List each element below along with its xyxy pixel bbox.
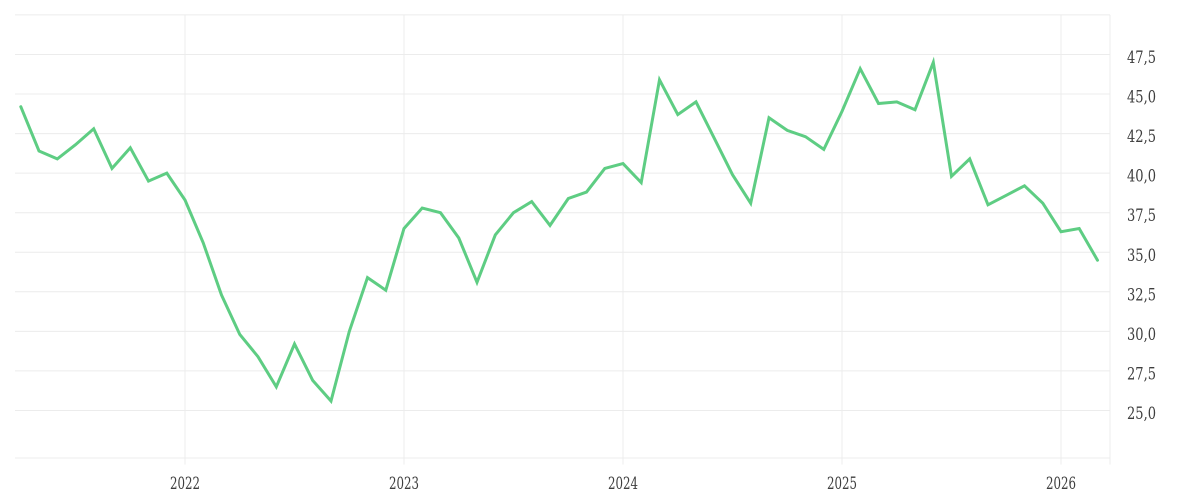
price-line-series [19, 56, 1099, 405]
y-axis-tick-label: 37,5 [1127, 206, 1156, 226]
x-axis-tick-label: 2023 [389, 474, 419, 494]
x-axis-tick-label: 2025 [827, 474, 857, 494]
y-axis-tick-label: 25,0 [1127, 404, 1156, 424]
y-axis-tick-label: 32,5 [1127, 285, 1156, 305]
y-axis-tick-label: 45,0 [1127, 88, 1156, 108]
y-axis-tick-label: 47,5 [1127, 48, 1156, 68]
y-axis-tick-label: 40,0 [1127, 167, 1156, 187]
x-axis-tick-label: 2026 [1046, 474, 1076, 494]
x-axis-tick-label: 2022 [170, 474, 200, 494]
y-axis-tick-label: 30,0 [1127, 325, 1156, 345]
y-axis-tick-label: 35,0 [1127, 246, 1156, 266]
y-axis-tick-label: 27,5 [1127, 364, 1156, 384]
y-axis-tick-label: 42,5 [1127, 127, 1156, 147]
x-axis-tick-label: 2024 [608, 474, 638, 494]
